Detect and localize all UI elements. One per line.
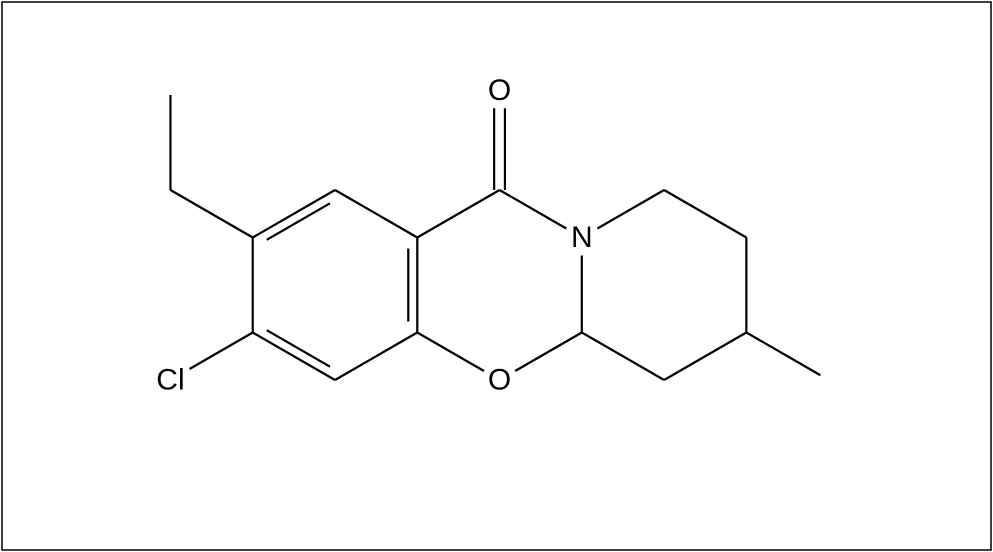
carbonyl-oxygen-label: O <box>488 74 511 107</box>
piperidine-nitrogen-label: N <box>571 221 593 254</box>
chloro-label: Cl <box>156 364 184 397</box>
atom-labels-group: O N O Cl <box>156 74 592 397</box>
bonds-group <box>170 95 820 380</box>
molecule-diagram: O N O Cl <box>0 0 993 552</box>
methoxy-oxygen-label: O <box>488 364 511 397</box>
